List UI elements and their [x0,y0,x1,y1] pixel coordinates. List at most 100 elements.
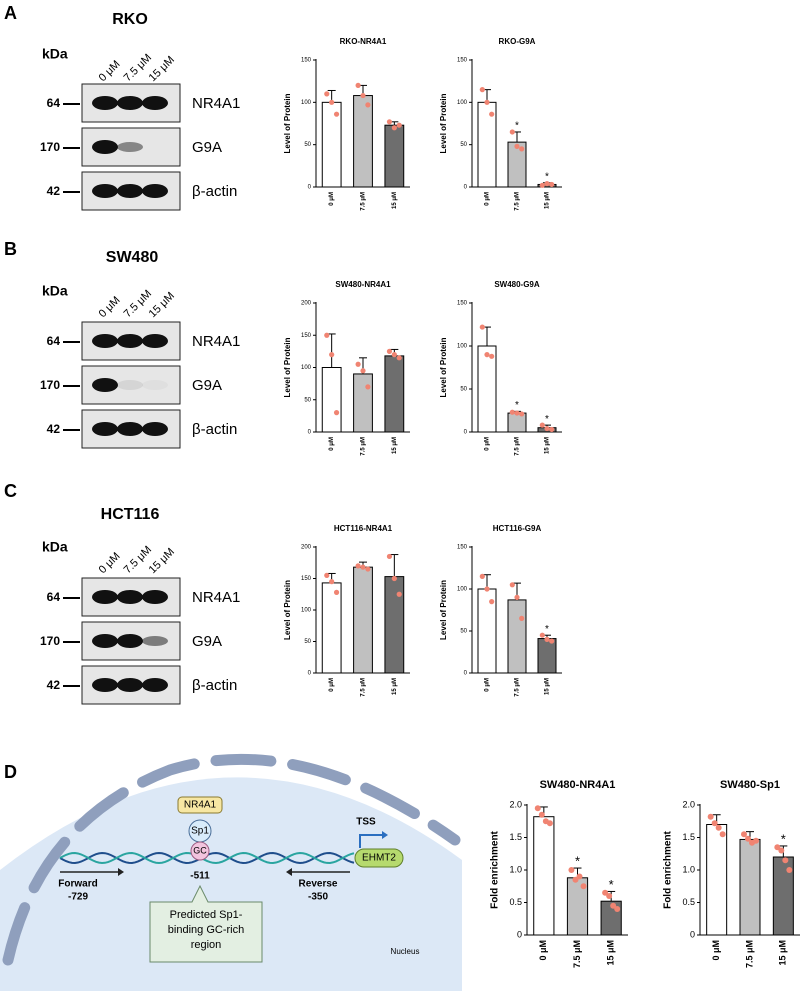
gene-label: EHMT2 [362,853,396,864]
data-point [538,811,545,818]
data-point [333,410,340,416]
chart-title: RKO-G9A [499,37,536,46]
band [117,96,143,110]
y-tick-label: 200 [301,545,312,551]
panel-letter: A [4,3,17,23]
callout-text: binding GC-rich [168,924,244,936]
arrow-head [286,868,292,876]
x-tick-label: 0 μM [485,437,491,451]
protein-label: G9A [192,633,222,650]
data-point [614,906,621,912]
mw-label: 64 [47,96,61,110]
y-tick-label: 0 [690,929,695,939]
data-point [329,99,335,105]
data-point [355,563,361,569]
data-point [489,353,495,359]
x-tick-label: 15 μM [545,192,551,209]
band [92,590,118,604]
data-point [489,599,495,605]
bar [353,95,373,188]
band [92,184,118,198]
mw-label: 170 [40,378,60,392]
bar [507,599,527,674]
data-point [509,582,515,588]
panel-letter: C [4,481,17,501]
x-tick-label: 7.5 μM [572,940,582,968]
protein-label: NR4A1 [192,95,240,112]
band [142,636,168,646]
band [142,422,168,436]
x-tick-label: 15 μM [778,940,788,966]
data-point [484,586,490,592]
data-point [544,181,550,187]
x-tick-label: 15 μM [545,678,551,695]
nuclear-envelope [2,753,461,966]
data-point [396,591,402,597]
y-tick-label: 0 [308,185,312,191]
protein-label: G9A [192,139,222,156]
band [117,590,143,604]
data-point [396,122,402,128]
data-point [365,384,371,390]
callout-text: region [191,939,222,951]
data-point [484,352,490,358]
primer-label: Reverse [299,879,338,890]
data-point [386,553,393,560]
data-point [519,411,525,417]
band [117,634,143,648]
mw-label: 42 [47,422,61,436]
significance: * [609,877,614,892]
significance: * [545,624,549,635]
y-tick-label: 200 [301,301,312,307]
y-tick-label: 0 [464,185,468,191]
mw-label: 42 [47,678,61,692]
y-tick-label: 0 [464,430,468,436]
bar [353,566,373,674]
significance: * [545,414,549,425]
dna-strand [59,851,355,865]
data-point [519,146,525,152]
data-point [391,575,397,582]
x-tick-label: 0 μM [329,192,335,206]
site-pos: -511 [190,871,210,882]
lane-label: 0 μM [97,58,123,84]
x-tick-label: 15 μM [392,192,398,209]
data-point [753,837,759,844]
protein-label: NR4A1 [192,333,240,350]
x-tick-label: 0 μM [485,678,491,692]
data-point [391,352,397,358]
chart-title: HCT116-NR4A1 [334,524,393,533]
y-tick-label: 50 [460,629,467,635]
data-point [324,91,330,97]
data-point [546,820,553,827]
data-point [333,589,340,595]
data-point [365,566,371,572]
compartment-label: Nucleus [391,947,420,956]
x-tick-label: 0 μM [329,437,335,451]
y-tick-label: 50 [460,387,467,393]
y-tick-label: 150 [301,576,312,582]
tss-label: TSS [356,817,376,828]
arrow-head [118,868,124,876]
band [117,142,143,152]
band [117,678,143,692]
y-tick-label: 1.5 [509,832,522,842]
x-tick-label: 7.5 μM [515,192,521,211]
y-tick-label: 2.0 [682,799,695,809]
bar [384,124,405,188]
band [92,140,118,154]
data-point [606,893,613,899]
y-tick-label: 50 [304,639,311,645]
y-axis-label: Level of Protein [439,337,448,397]
site-circle [190,841,210,861]
y-tick-label: 150 [457,301,468,307]
x-tick-label: 0 μM [538,940,548,961]
data-point [514,594,520,601]
band [142,678,168,692]
lane-label: 0 μM [97,550,123,576]
bar [537,638,557,674]
data-point [479,573,485,580]
y-tick-label: 150 [301,58,312,64]
data-point [576,873,583,880]
data-point [786,867,793,873]
